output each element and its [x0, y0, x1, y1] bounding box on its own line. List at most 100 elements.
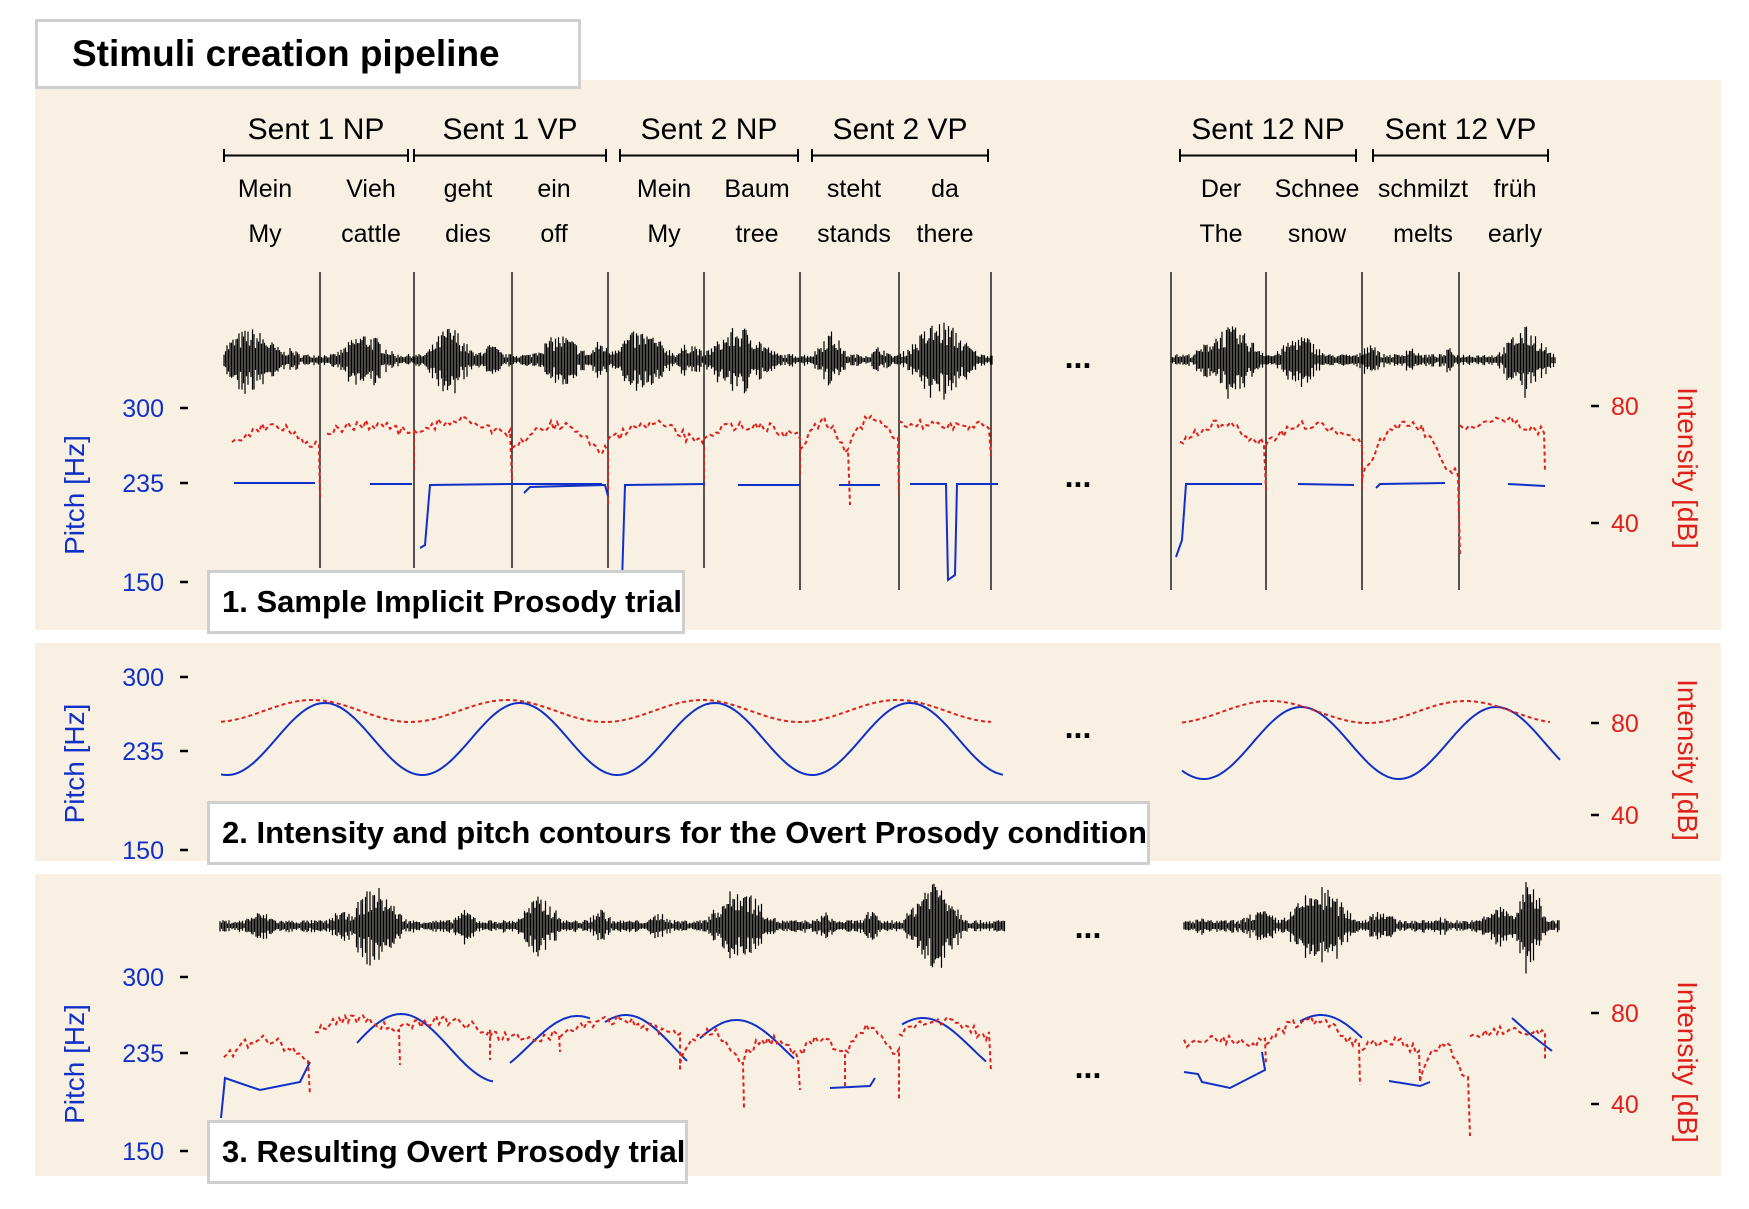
word-label: Vieh [346, 175, 396, 203]
intensity-contour-implicit [511, 418, 609, 504]
gloss-label: The [1199, 220, 1242, 248]
segment-label: Sent 1 NP [248, 113, 385, 146]
intensity-axis-title: Intensity [dB] [1672, 981, 1703, 1143]
segment-label: Sent 2 NP [641, 113, 778, 146]
pitch-contour-overt-result [356, 1012, 494, 1083]
intensity-contour-overt-result [489, 1028, 561, 1053]
gloss-label: early [1488, 220, 1543, 248]
panel-1-label: 1. Sample Implicit Prosody trial [207, 570, 685, 634]
intensity-contour-implicit [413, 414, 513, 481]
segment-label: Sent 2 VP [832, 113, 967, 146]
pitch-contour-overt-result [220, 1061, 311, 1119]
intensity-tick-label: 40 [1611, 510, 1639, 538]
intensity-contour-overt-result [799, 1034, 846, 1086]
pitch-axis-title: Pitch [Hz] [59, 704, 90, 824]
segment-bracket [811, 149, 989, 162]
gloss-label: dies [445, 220, 491, 248]
pitch-contour-overt-result [604, 1014, 688, 1062]
pitch-contour-overt-result [509, 1015, 591, 1064]
pitch-tick-label: 300 [122, 395, 164, 423]
intensity-contour-overt-result [1419, 1041, 1471, 1137]
gloss-label: melts [1393, 220, 1453, 248]
pitch-contour-overt-result [829, 1077, 876, 1089]
intensity-contour-overt-result [1183, 1033, 1267, 1066]
intensity-contour-implicit [326, 417, 415, 470]
intensity-contour-implicit [849, 414, 900, 496]
intensity-contour-overt-result [559, 1013, 681, 1070]
word-label: Der [1201, 175, 1241, 203]
word-label: da [931, 175, 959, 203]
word-label: früh [1493, 175, 1536, 203]
pitch-contour-overt-result [1388, 1080, 1431, 1088]
waveform-implicit-sent1-2 [223, 322, 993, 400]
intensity-contour-overt-result [1265, 1015, 1361, 1086]
pitch-contour-overt-result [699, 1019, 795, 1060]
pitch-tick-label: 235 [122, 1040, 164, 1068]
word-label: ein [537, 175, 570, 203]
segment-label: Sent 1 VP [442, 113, 577, 146]
pitch-contour-implicit [1297, 483, 1355, 486]
intensity-contour-overt-result [399, 1013, 491, 1060]
gloss-label: snow [1288, 220, 1347, 248]
panel-3-label: 3. Resulting Overt Prosody trial [207, 1120, 689, 1184]
waveform-overt-sent12 [1183, 882, 1560, 974]
gloss-label: My [248, 220, 282, 248]
intensity-contour-overt-result [844, 1021, 900, 1100]
pitch-contour-overt-result [1299, 1014, 1363, 1039]
ellipsis: ... [1075, 1049, 1102, 1085]
pitch-axis-title: Pitch [Hz] [59, 435, 90, 555]
ellipsis: ... [1075, 909, 1102, 945]
segment-label: Sent 12 VP [1385, 113, 1537, 146]
gloss-label: cattle [341, 220, 401, 248]
pitch-tick-label: 150 [122, 837, 164, 865]
pitch-contour-implicit [621, 483, 706, 583]
gloss-label: off [540, 220, 567, 248]
ellipsis: ... [1065, 339, 1092, 375]
intensity-contour-implicit [898, 417, 992, 457]
intensity-axis-title: Intensity [dB] [1672, 387, 1703, 549]
segment-bracket [619, 149, 799, 162]
pitch-tick-label: 235 [122, 470, 164, 498]
pitch-axis-title: Pitch [Hz] [59, 1004, 90, 1124]
intensity-contour-implicit [1459, 414, 1546, 471]
intensity-contour-overt-result [898, 1016, 992, 1073]
waveform-overt-sent1-2 [219, 883, 1006, 968]
word-label: geht [444, 175, 493, 203]
pitch-contour-implicit [1375, 482, 1446, 489]
segment-bracket [1372, 149, 1549, 162]
intensity-contour-overt-result [1469, 1024, 1546, 1060]
intensity-contour-overt-result [743, 1033, 801, 1091]
word-label: Mein [637, 175, 691, 203]
gloss-label: tree [735, 220, 778, 248]
gloss-label: stands [817, 220, 891, 248]
intensity-tick-label: 80 [1611, 1000, 1639, 1028]
intensity-contour-overt-template-sent12 [1181, 700, 1551, 724]
intensity-tick-label: 80 [1611, 393, 1639, 421]
segment-label: Sent 12 NP [1191, 113, 1344, 146]
gloss-label: there [917, 220, 974, 248]
intensity-tick-label: 40 [1611, 1091, 1639, 1119]
intensity-contour-implicit [1179, 419, 1267, 491]
segment-bracket [413, 149, 607, 162]
pitch-contour-overt-template [220, 701, 1004, 777]
intensity-tick-label: 80 [1611, 710, 1639, 738]
intensity-contour-implicit [1265, 419, 1363, 489]
intensity-contour-overt-result [679, 1026, 745, 1109]
pitch-contour-implicit [1507, 483, 1546, 487]
pitch-contour-implicit [1175, 483, 1262, 558]
intensity-contour-overt-result [223, 1034, 311, 1096]
word-label: Mein [238, 175, 292, 203]
word-label: steht [827, 175, 881, 203]
gloss-label: My [647, 220, 681, 248]
word-label: Schnee [1275, 175, 1360, 203]
pitch-tick-label: 150 [122, 569, 164, 597]
word-label: schmilzt [1378, 175, 1468, 203]
figure-title: Stimuli creation pipeline [35, 19, 581, 89]
intensity-contour-overt-result [315, 1013, 401, 1066]
intensity-tick-label: 40 [1611, 802, 1639, 830]
pitch-tick-label: 300 [122, 664, 164, 692]
intensity-axis-title: Intensity [dB] [1672, 679, 1703, 841]
segment-bracket [1179, 149, 1357, 162]
pitch-contour-overt-result [1511, 1017, 1553, 1052]
